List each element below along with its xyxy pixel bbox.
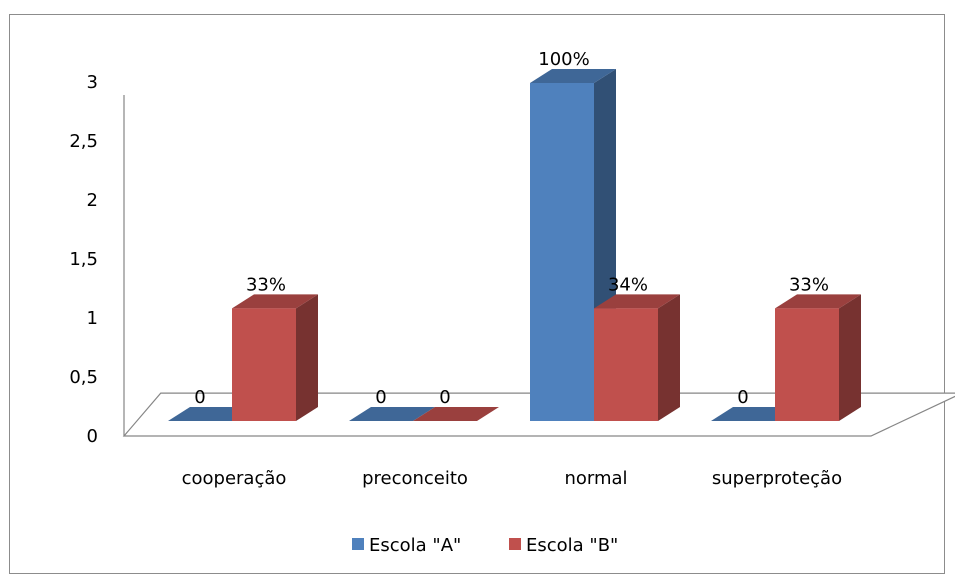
category-label: superproteção	[712, 468, 842, 489]
y-tick-label: 0,5	[69, 367, 98, 388]
y-tick-label: 2,5	[69, 131, 98, 152]
bar-side-escola-b	[296, 294, 318, 421]
legend-label-escola-a: Escola "A"	[369, 535, 461, 556]
bar-top-escola-a	[530, 69, 616, 83]
data-label-escola-a: 100%	[538, 49, 589, 70]
data-label-escola-b: 34%	[608, 274, 648, 295]
legend-swatch-escola-b	[509, 538, 521, 550]
y-tick-label: 0	[87, 426, 98, 447]
bar-escola-b	[594, 308, 658, 421]
bar-escola-a	[530, 83, 594, 421]
chart-frame	[9, 14, 945, 574]
legend-label-escola-b: Escola "B"	[526, 535, 618, 556]
y-tick-label: 1,5	[69, 249, 98, 270]
legend-swatch-escola-a	[352, 538, 364, 550]
bar-escola-b	[232, 308, 296, 421]
bar-top-escola-b	[775, 294, 861, 309]
data-label-escola-a: 0	[194, 387, 205, 408]
y-tick-label: 2	[87, 190, 98, 211]
bar-side-escola-b	[658, 294, 680, 421]
category-label: preconceito	[362, 468, 468, 489]
category-label: normal	[564, 468, 627, 489]
category-label: cooperação	[182, 468, 287, 489]
data-label-escola-a: 0	[737, 387, 748, 408]
bar-flat-escola-a	[349, 407, 435, 421]
bar-top-escola-b	[232, 294, 318, 309]
bar-flat-escola-b	[413, 407, 499, 421]
data-label-escola-b: 0	[439, 387, 450, 408]
bar-top-escola-b	[594, 294, 680, 309]
bar-escola-b	[775, 308, 839, 421]
bar-side-escola-b	[839, 294, 861, 421]
data-label-escola-b: 33%	[246, 274, 286, 295]
data-label-escola-b: 33%	[789, 274, 829, 295]
y-tick-label: 3	[87, 72, 98, 93]
data-label-escola-a: 0	[375, 387, 386, 408]
y-tick-label: 1	[87, 308, 98, 329]
